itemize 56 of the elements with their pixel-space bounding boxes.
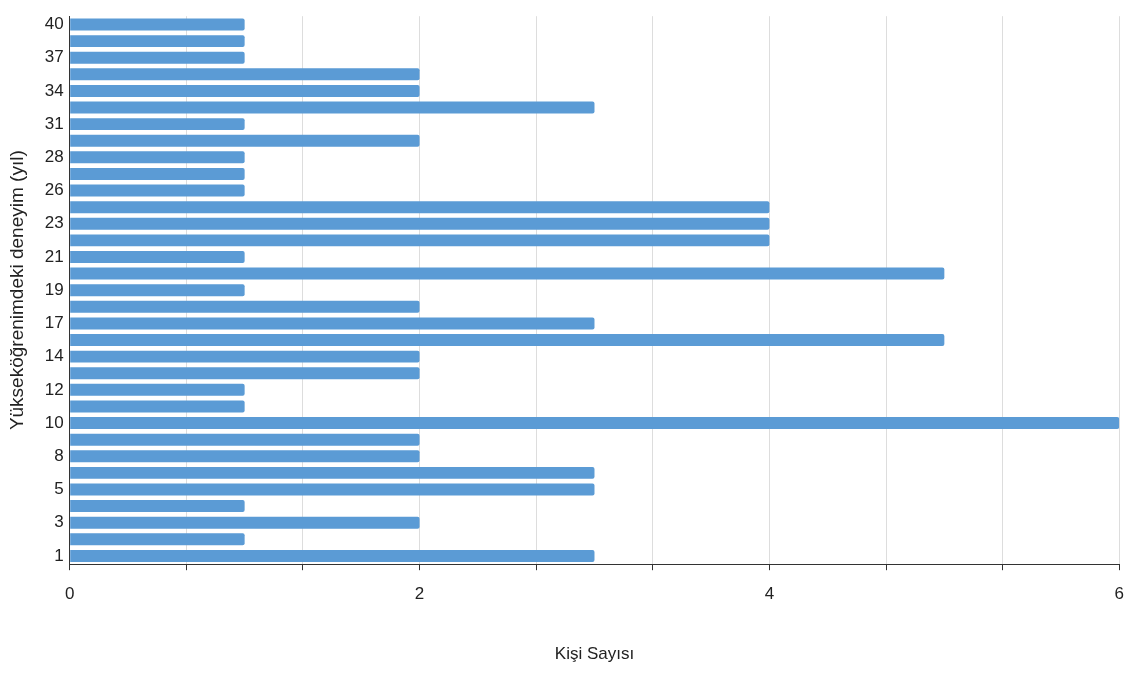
bar [70, 84, 420, 97]
bar [70, 383, 245, 396]
bar [70, 217, 770, 230]
y-tick-label: 31 [44, 113, 64, 133]
bar [70, 151, 245, 164]
bar [70, 367, 420, 380]
y-tick-label: 14 [44, 346, 64, 366]
y-tick-label: 34 [44, 80, 64, 100]
y-tick-label: 37 [44, 47, 64, 67]
bar [70, 184, 245, 197]
bar [70, 466, 595, 479]
y-tick-label: 19 [44, 279, 64, 299]
y-tick-label: 12 [44, 379, 64, 399]
bar [70, 500, 245, 513]
y-tick-label: 3 [54, 512, 64, 532]
y-axis-title: Yükseköğrenimdeki deneyim (yıl) [5, 150, 27, 431]
y-tick-label: 1 [54, 545, 64, 565]
bar [70, 334, 945, 346]
y-tick-label: 26 [44, 180, 64, 200]
y-tick-label: 40 [44, 14, 64, 34]
bar [70, 118, 245, 131]
y-tick-label: 5 [54, 479, 64, 499]
bar [70, 533, 245, 546]
bar [70, 35, 245, 48]
bar [70, 417, 1120, 430]
bar [70, 549, 595, 562]
bar [70, 201, 770, 214]
bar [70, 251, 245, 263]
bar [70, 300, 420, 313]
bar [70, 483, 595, 496]
bar [70, 51, 245, 64]
bar [70, 350, 420, 363]
bar [70, 450, 420, 463]
bar [70, 101, 595, 114]
y-tick-label: 8 [54, 445, 64, 465]
bar [70, 400, 245, 413]
x-tick-label: 0 [64, 584, 75, 604]
x-tick-label: 6 [1114, 584, 1125, 604]
bar [70, 68, 420, 81]
bar [70, 134, 420, 147]
x-tick-label: 4 [764, 584, 775, 604]
y-tick-label: 28 [44, 147, 64, 167]
y-tick-label: 17 [44, 313, 64, 333]
bar [70, 18, 245, 31]
bar [70, 267, 945, 280]
bar [70, 516, 420, 529]
bar [70, 284, 245, 297]
bar [70, 433, 420, 446]
bar [70, 234, 770, 247]
y-tick-label: 23 [44, 213, 64, 233]
x-axis-title: Kişi Sayısı [554, 644, 635, 664]
bar [70, 167, 245, 180]
x-tick-label: 2 [414, 584, 425, 604]
y-tick-label: 21 [44, 246, 64, 266]
bar [70, 317, 595, 330]
y-tick-label: 10 [44, 412, 64, 432]
